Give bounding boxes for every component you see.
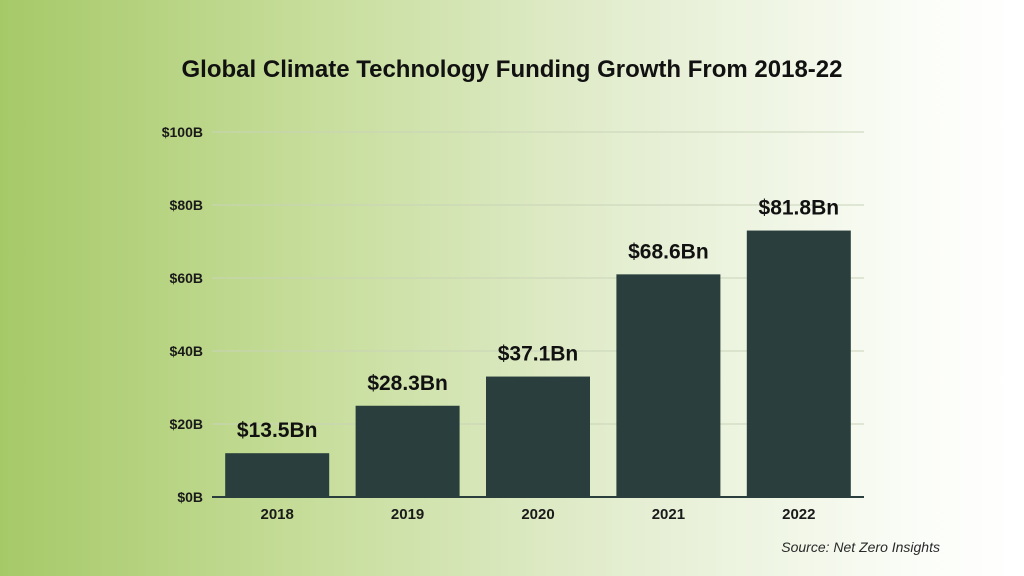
y-tick-label: $20B — [170, 416, 203, 432]
x-axis-ticks: 2018 2019 2020 2021 2022 — [261, 506, 816, 523]
chart-title: Global Climate Technology Funding Growth… — [181, 56, 843, 83]
y-axis-ticks: $0B $20B $40B $60B $80B $100B — [162, 124, 203, 505]
source-note: Source: Net Zero Insights — [781, 539, 940, 555]
y-tick-label: $60B — [170, 270, 203, 286]
y-tick-label: $0B — [177, 489, 203, 505]
data-labels: $13.5Bn $28.3Bn $37.1Bn $68.6Bn $81.8Bn — [237, 197, 839, 443]
data-label: $13.5Bn — [237, 419, 318, 442]
bar-2021 — [616, 274, 721, 497]
bars — [225, 230, 851, 498]
bar-2022 — [746, 230, 851, 498]
x-tick-label: 2018 — [261, 506, 294, 523]
x-tick-label: 2020 — [521, 506, 554, 523]
data-label: $68.6Bn — [628, 240, 709, 263]
bar-2019 — [355, 405, 460, 497]
x-tick-label: 2019 — [391, 506, 424, 523]
bar-2018 — [225, 453, 330, 497]
data-label: $81.8Bn — [759, 197, 840, 220]
x-tick-label: 2021 — [652, 506, 685, 523]
data-label: $37.1Bn — [498, 343, 579, 366]
data-label: $28.3Bn — [367, 372, 448, 395]
y-tick-label: $40B — [170, 343, 203, 359]
y-tick-label: $100B — [162, 124, 203, 140]
y-tick-label: $80B — [170, 197, 203, 213]
x-tick-label: 2022 — [782, 506, 815, 523]
bar-2020 — [486, 376, 590, 497]
